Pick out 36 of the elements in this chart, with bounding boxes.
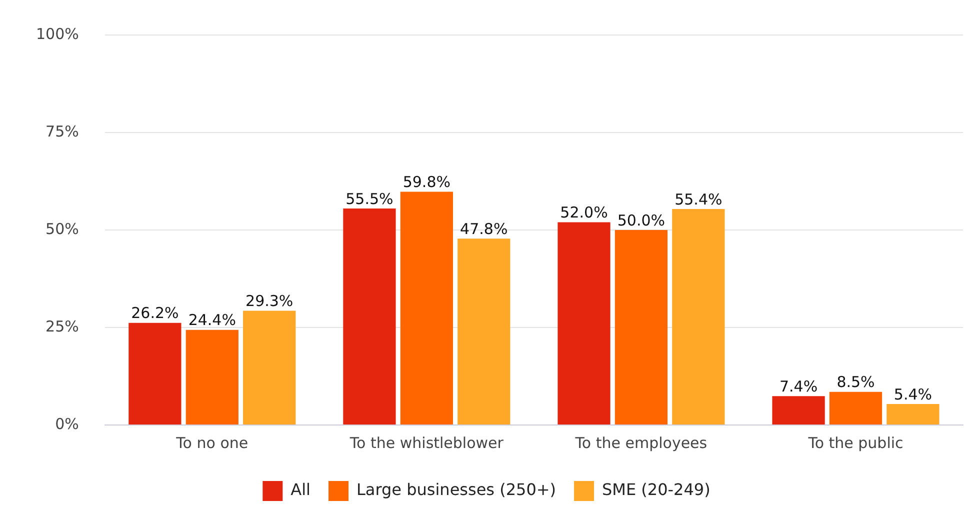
x-tick-label: To no one (175, 434, 248, 452)
y-tick-label: 50% (46, 220, 79, 238)
data-label: 50.0% (617, 211, 666, 230)
data-label: 55.4% (674, 190, 722, 208)
bar (458, 238, 510, 424)
data-label: 29.3% (246, 292, 294, 310)
y-tick-label: 75% (46, 122, 79, 140)
data-label: 47.8% (460, 220, 508, 238)
bar (672, 208, 725, 424)
x-tick-label: To the employees (574, 434, 708, 452)
data-label: 8.5% (836, 373, 875, 392)
data-label: 5.4% (894, 385, 932, 404)
bar (772, 396, 825, 424)
bar (186, 330, 238, 424)
legend-label: Large businesses (250+) (356, 480, 556, 500)
y-tick-label: 100% (36, 24, 79, 43)
legend-label: All (290, 480, 311, 500)
data-label: 26.2% (131, 304, 179, 322)
bar (614, 230, 668, 424)
legend-label: SME (20-249) (602, 480, 710, 500)
x-tick-label: To the public (807, 434, 904, 452)
bar (128, 322, 182, 424)
x-tick-label: To the whistleblower (348, 434, 504, 452)
data-label: 55.5% (346, 190, 394, 208)
bar (829, 392, 882, 424)
y-tick-label: 0% (55, 414, 79, 433)
bar (400, 192, 453, 424)
bar (243, 310, 296, 424)
data-label: 59.8% (402, 173, 451, 192)
bar (558, 222, 610, 424)
data-label: 7.4% (779, 378, 818, 396)
y-tick-label: 25% (46, 317, 79, 336)
data-label: 24.4% (188, 311, 236, 330)
bar (343, 208, 396, 424)
bar (886, 404, 940, 424)
data-label: 52.0% (560, 204, 608, 222)
